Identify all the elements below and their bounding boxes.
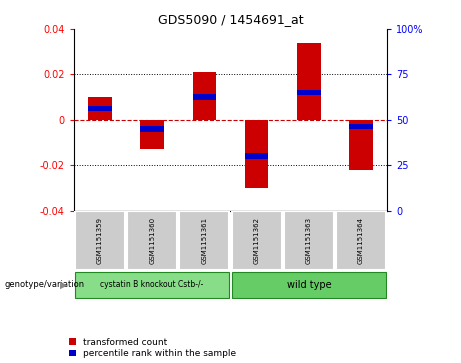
Bar [127,211,177,270]
Text: ▶: ▶ [60,280,67,290]
Bar [193,94,216,100]
Text: GSM1151360: GSM1151360 [149,217,155,264]
Text: GSM1151363: GSM1151363 [306,217,312,264]
Bar [75,272,230,298]
Bar [349,120,373,170]
Bar [336,211,386,270]
Bar [231,211,282,270]
Bar [179,211,230,270]
Bar [140,120,164,149]
Bar [245,153,268,159]
Bar [245,120,268,188]
Bar [140,126,164,132]
Text: wild type: wild type [287,280,331,290]
Text: GSM1151359: GSM1151359 [97,217,103,264]
Text: GSM1151362: GSM1151362 [254,217,260,264]
Text: GSM1151364: GSM1151364 [358,217,364,264]
Bar [193,72,216,120]
Bar [349,124,373,130]
Bar [284,211,334,270]
Bar [88,97,112,120]
Bar [75,211,125,270]
Text: genotype/variation: genotype/variation [5,281,85,289]
Text: GSM1151361: GSM1151361 [201,217,207,264]
Bar [297,90,320,95]
Bar [297,43,320,120]
Title: GDS5090 / 1454691_at: GDS5090 / 1454691_at [158,13,303,26]
Legend: transformed count, percentile rank within the sample: transformed count, percentile rank withi… [69,338,236,359]
Bar [88,106,112,111]
Bar [231,272,386,298]
Text: cystatin B knockout Cstb-/-: cystatin B knockout Cstb-/- [100,281,204,289]
